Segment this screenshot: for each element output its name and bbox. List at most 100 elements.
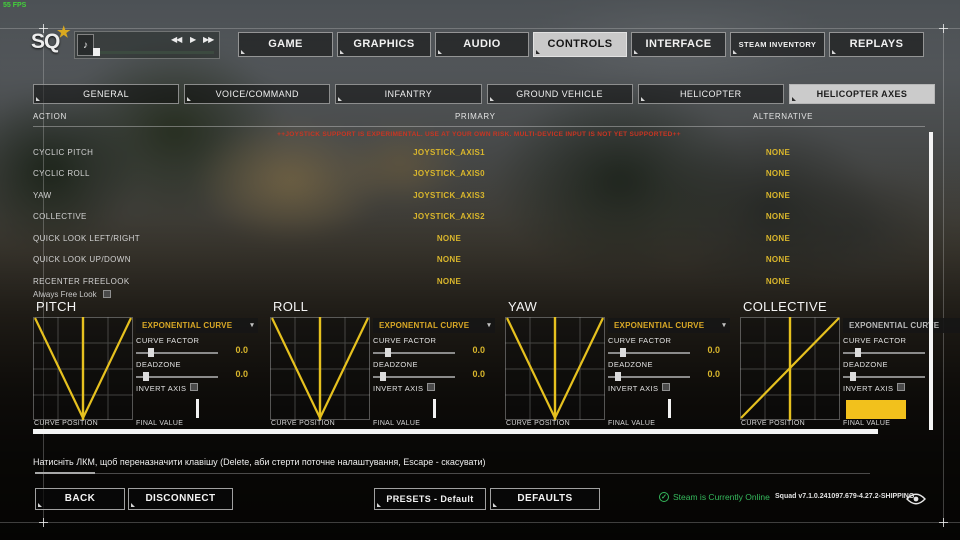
primary-binding[interactable]: JOYSTICK_AXIS0 <box>413 169 485 178</box>
eye-icon[interactable] <box>906 492 926 505</box>
panel-title: PITCH <box>36 299 77 314</box>
final-value-indicator <box>433 399 436 418</box>
curve-factor-value: 0.0 <box>472 345 485 355</box>
primary-binding[interactable]: NONE <box>436 234 462 243</box>
previous-track-icon[interactable]: ◀◀ <box>171 35 182 44</box>
deadzone-slider[interactable] <box>373 372 455 381</box>
alternative-binding[interactable]: NONE <box>765 148 791 157</box>
subtab-infantry[interactable]: INFANTRY <box>335 84 482 104</box>
curve-factor-slider[interactable] <box>608 348 690 357</box>
slider-handle <box>148 348 154 357</box>
tab-audio[interactable]: AUDIO <box>435 32 529 57</box>
deadzone-slider[interactable] <box>608 372 690 381</box>
curve-type-dropdown[interactable]: EXPONENTIAL CURVE ▾ <box>136 318 258 333</box>
disconnect-button[interactable]: DISCONNECT <box>128 488 233 510</box>
tab-interface[interactable]: INTERFACE <box>631 32 726 57</box>
frame-line-bottom <box>0 522 960 523</box>
back-button[interactable]: BACK <box>35 488 125 510</box>
presets-button[interactable]: PRESETS - Default <box>374 488 486 510</box>
primary-binding[interactable]: JOYSTICK_AXIS3 <box>413 191 485 200</box>
horizontal-scrollbar[interactable] <box>33 429 878 434</box>
invert-axis-checkbox[interactable] <box>897 383 905 391</box>
alternative-binding[interactable]: NONE <box>765 255 791 264</box>
deadzone-slider[interactable] <box>843 372 925 381</box>
alternative-binding[interactable]: NONE <box>765 169 791 178</box>
joystick-warning: ++JOYSTICK SUPPORT IS EXPERIMENTAL. USE … <box>277 131 681 138</box>
curve-position-label: CURVE POSITION <box>506 420 570 427</box>
curve-factor-slider[interactable] <box>843 348 925 357</box>
response-curve-graph <box>270 317 370 421</box>
steam-status: Steam is Currently Online <box>673 492 770 502</box>
curve-factor-slider[interactable] <box>373 348 455 357</box>
subtab-helicopter[interactable]: HELICOPTER <box>637 84 784 104</box>
deadzone-label: DEADZONE <box>843 360 888 369</box>
volume-slider-handle[interactable] <box>93 48 100 56</box>
invert-axis-checkbox[interactable] <box>427 383 435 391</box>
next-track-icon[interactable]: ▶▶ <box>203 35 214 44</box>
final-value-label: FINAL VALUE <box>136 420 184 427</box>
response-curve-graph <box>740 317 840 420</box>
slider-handle <box>850 372 856 381</box>
curve-factor-label: CURVE FACTOR <box>843 336 907 345</box>
response-curve-graph <box>505 317 605 421</box>
curve-type-dropdown[interactable]: EXPONENTIAL CURVE ▾ <box>608 318 730 333</box>
panel-title: YAW <box>508 299 538 314</box>
binding-row: RECENTER FREELOOK NONE NONE <box>33 272 925 293</box>
defaults-button[interactable]: DEFAULTS <box>490 488 600 510</box>
panel-title: COLLECTIVE <box>743 299 827 314</box>
slider-handle <box>380 372 386 381</box>
curve-type-value: EXPONENTIAL CURVE <box>142 321 233 330</box>
always-free-look-label: Always Free Look <box>33 290 97 299</box>
subtab-ground-vehicle[interactable]: GROUND VEHICLE <box>486 84 633 104</box>
tab-controls[interactable]: CONTROLS <box>533 32 627 57</box>
curve-type-dropdown[interactable]: EXPONENTIAL CURVE <box>843 318 960 333</box>
invert-axis-checkbox[interactable] <box>662 383 670 391</box>
slider-track <box>373 352 455 354</box>
subtab-general[interactable]: GENERAL <box>33 84 180 104</box>
tab-replays[interactable]: REPLAYS <box>829 32 924 57</box>
action-label: COLLECTIVE <box>33 212 87 221</box>
final-value-bar <box>846 400 906 419</box>
chevron-down-icon: ▾ <box>722 322 726 329</box>
rebind-hint: Натисніть ЛКМ, щоб переназначити клавішу… <box>33 457 486 467</box>
logo-text: SQ <box>31 30 60 53</box>
tab-graphics[interactable]: GRAPHICS <box>337 32 431 57</box>
curve-type-dropdown[interactable]: EXPONENTIAL CURVE ▾ <box>373 318 495 333</box>
alternative-binding[interactable]: NONE <box>765 277 791 286</box>
final-value-label: FINAL VALUE <box>373 420 421 427</box>
alternative-binding[interactable]: NONE <box>765 191 791 200</box>
alternative-binding[interactable]: NONE <box>765 234 791 243</box>
binding-row: QUICK LOOK UP/DOWN NONE NONE <box>33 250 925 271</box>
invert-axis-checkbox[interactable] <box>190 383 198 391</box>
slider-track <box>136 376 218 378</box>
volume-slider[interactable] <box>96 51 214 54</box>
final-value-indicator <box>668 399 671 418</box>
music-note-button[interactable]: ♪ <box>77 34 94 56</box>
primary-binding[interactable]: NONE <box>436 255 462 264</box>
play-icon[interactable]: ▶ <box>190 35 196 44</box>
column-header-primary: PRIMARY <box>455 112 496 121</box>
deadzone-label: DEADZONE <box>608 360 653 369</box>
hint-divider-segment <box>35 472 95 474</box>
tab-game[interactable]: GAME <box>238 32 333 57</box>
subtab-voice-command[interactable]: VOICE/COMMAND <box>184 84 331 104</box>
curve-type-value: EXPONENTIAL CURVE <box>849 321 940 330</box>
tab-steam-inventory[interactable]: STEAM INVENTORY <box>730 32 825 57</box>
primary-binding[interactable]: NONE <box>436 277 462 286</box>
subtab-helicopter-axes[interactable]: HELICOPTER AXES <box>788 84 936 104</box>
deadzone-value: 0.0 <box>707 369 720 379</box>
alternative-binding[interactable]: NONE <box>765 212 791 221</box>
controls-subtabs: GENERAL VOICE/COMMAND INFANTRY GROUND VE… <box>33 84 936 104</box>
slider-handle <box>615 372 621 381</box>
axis-panel-collective: COLLECTIVE EXPONENTIAL CURVE CURVE FACTO… <box>740 299 960 435</box>
always-free-look-checkbox[interactable] <box>102 290 111 298</box>
primary-binding[interactable]: JOYSTICK_AXIS1 <box>413 148 485 157</box>
deadzone-slider[interactable] <box>136 372 218 381</box>
curve-factor-slider[interactable] <box>136 348 218 357</box>
slider-handle <box>143 372 149 381</box>
primary-binding[interactable]: JOYSTICK_AXIS2 <box>413 212 485 221</box>
action-label: CYCLIC PITCH <box>33 148 94 157</box>
binding-row: COLLECTIVE JOYSTICK_AXIS2 NONE <box>33 207 925 228</box>
curve-factor-label: CURVE FACTOR <box>136 336 200 345</box>
vertical-scrollbar[interactable] <box>929 132 933 430</box>
